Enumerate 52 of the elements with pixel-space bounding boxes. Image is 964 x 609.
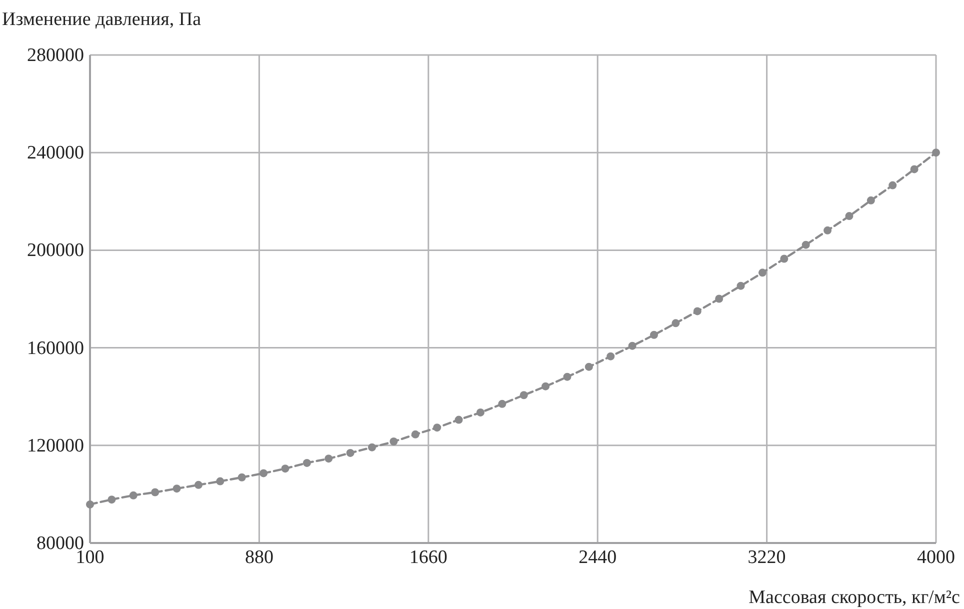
point xyxy=(86,500,94,508)
point xyxy=(606,352,615,360)
point xyxy=(324,454,333,463)
y-axis-title: Изменение давления, Па xyxy=(2,9,202,30)
point xyxy=(736,282,745,290)
point xyxy=(216,477,224,486)
point xyxy=(802,240,810,249)
y-tick-label: 120000 xyxy=(27,435,84,456)
point xyxy=(672,319,680,328)
point xyxy=(932,148,940,157)
point xyxy=(476,408,484,416)
point xyxy=(194,480,202,489)
x-tick-label: 880 xyxy=(244,547,274,568)
point xyxy=(346,448,354,457)
y-tick-label: 240000 xyxy=(27,142,84,164)
point xyxy=(758,268,766,277)
point xyxy=(411,430,420,438)
point xyxy=(108,496,116,504)
x-tick-label: 4000 xyxy=(917,547,955,568)
point xyxy=(260,469,268,478)
point xyxy=(281,464,290,473)
point xyxy=(563,372,572,381)
point xyxy=(715,294,724,303)
point xyxy=(866,196,875,204)
point xyxy=(780,254,788,263)
point xyxy=(151,488,160,496)
point xyxy=(650,330,658,339)
point xyxy=(845,212,854,220)
y-tick-label: 160000 xyxy=(27,338,84,359)
point xyxy=(433,424,442,432)
point xyxy=(390,437,398,446)
x-tick-label: 2440 xyxy=(578,547,617,568)
point xyxy=(129,491,138,500)
point xyxy=(454,416,463,424)
point xyxy=(542,382,550,390)
point xyxy=(172,484,181,493)
point xyxy=(693,307,702,316)
point xyxy=(520,391,528,400)
point xyxy=(302,458,311,467)
x-tick-label: 3220 xyxy=(748,547,786,568)
y-tick-label: 280000 xyxy=(27,45,84,66)
point xyxy=(628,342,636,350)
point xyxy=(910,165,918,174)
x-tick-label: 1660 xyxy=(409,547,448,568)
point xyxy=(368,443,376,452)
x-axis-title: Массовая скорость, кг/м²с xyxy=(748,587,960,608)
y-tick-label: 200000 xyxy=(27,240,84,262)
point xyxy=(584,362,593,371)
point xyxy=(498,400,506,408)
point xyxy=(824,226,832,234)
point xyxy=(888,181,897,190)
point xyxy=(238,473,246,482)
